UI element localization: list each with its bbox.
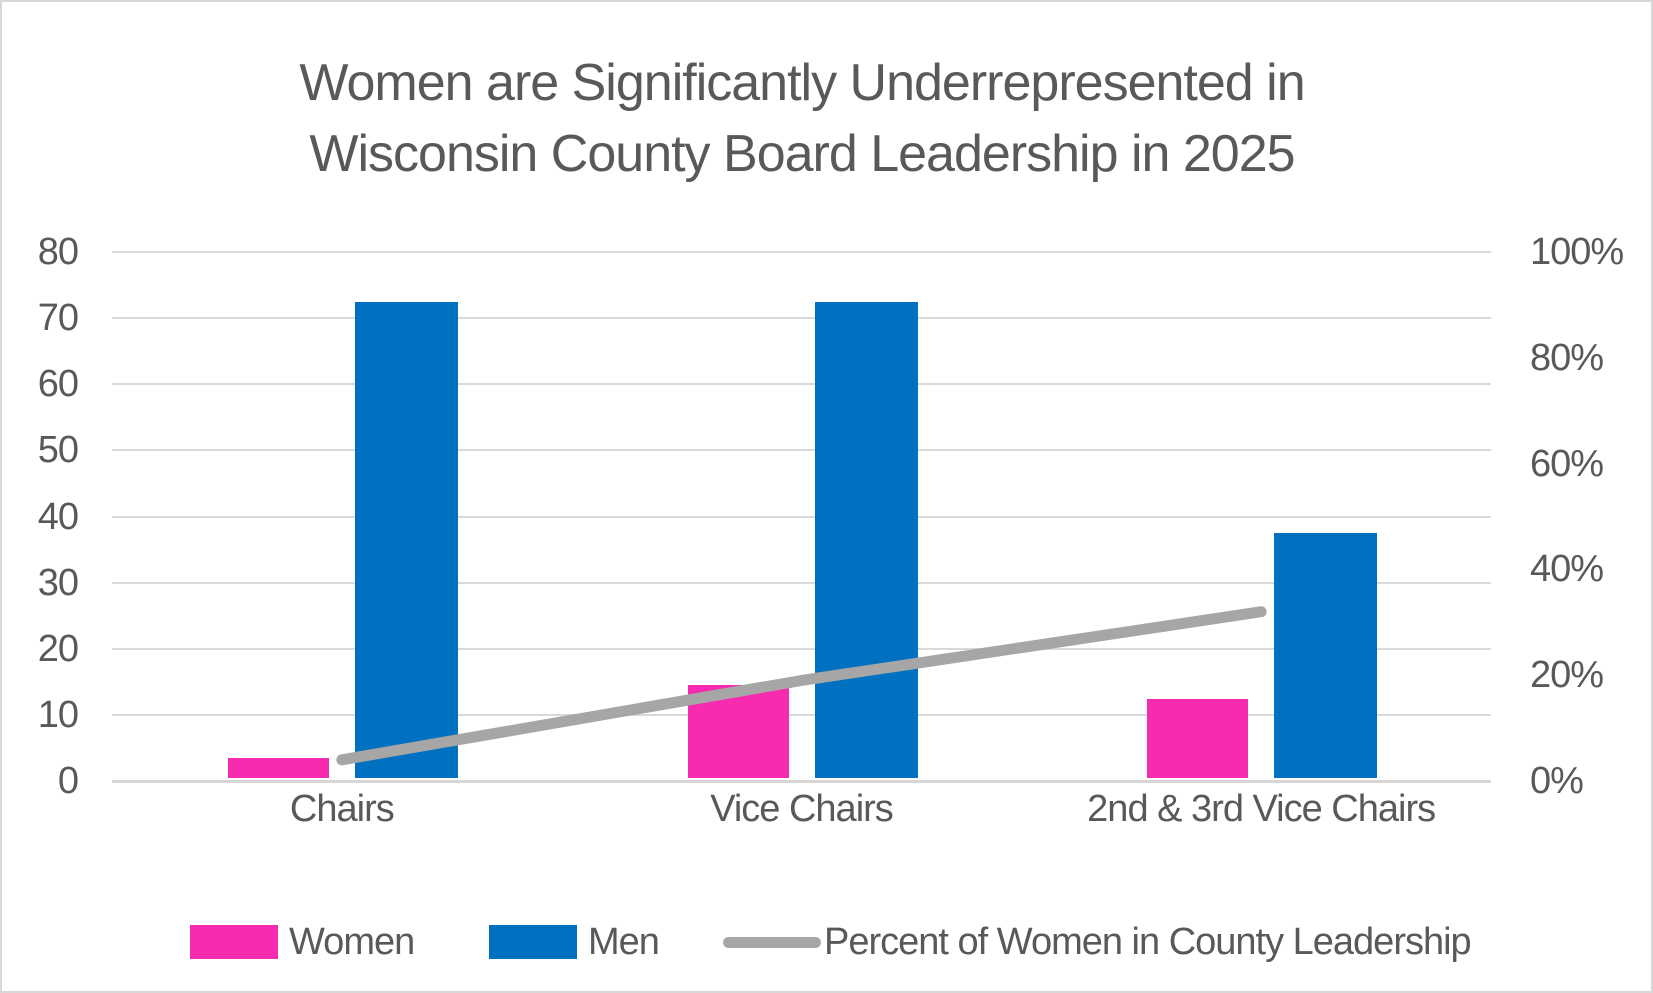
left-axis-tick: 40 [37, 495, 79, 538]
bar-women-chairs [227, 758, 329, 778]
gridline [112, 383, 1491, 386]
gridline [112, 515, 1491, 518]
left-axis-tick: 70 [37, 297, 79, 340]
category-label-2nd-3rd-vice-chairs: 2nd & 3rd Vice Chairs [1087, 788, 1436, 830]
right-axis-tick: 100% [1530, 231, 1624, 273]
left-axis-tick: 50 [37, 429, 79, 472]
bar-women-vice-chairs [687, 685, 789, 778]
left-axis-tick: 10 [37, 693, 79, 736]
left-axis-tick: 80 [37, 231, 79, 273]
legend-swatch-women [190, 925, 278, 959]
right-axis-tick: 60% [1530, 442, 1604, 485]
right-axis-tick: 80% [1530, 336, 1604, 379]
chart-title-line2: Wisconsin County Board Leadership in 202… [309, 125, 1295, 183]
legend-swatch-percent-of-women-in-county-leadership [723, 936, 821, 948]
gridline [112, 581, 1491, 584]
gridline [112, 251, 1491, 253]
left-axis-tick: 0 [57, 760, 79, 802]
legend-item-percent-of-women-in-county-leadership: Percent of Women in County Leadership [723, 920, 1472, 963]
right-axis-tick: 20% [1530, 654, 1604, 697]
legend-label-men: Men [588, 920, 660, 963]
left-axis-tick: 30 [37, 561, 79, 604]
left-axis-tick: 60 [37, 363, 79, 406]
bar-men-vice-chairs [814, 301, 918, 778]
category-label-chairs: Chairs [289, 788, 395, 830]
right-axis-tick: 40% [1530, 548, 1604, 591]
bar-men-chairs [354, 301, 458, 778]
left-axis-tick: 20 [37, 627, 79, 670]
percent-of-women-line [336, 606, 1267, 766]
bar-women-2nd-3rd-vice-chairs [1147, 698, 1249, 778]
legend-item-men: Men [489, 920, 660, 963]
x-axis-line [112, 780, 1491, 783]
chart-title-line1: Women are Significantly Underrepresented… [299, 54, 1305, 112]
right-axis-tick: 0% [1530, 760, 1584, 802]
gridline [112, 449, 1491, 452]
plot-area [112, 251, 1491, 783]
chart-title: Women are Significantly Underrepresented… [102, 48, 1502, 190]
legend-swatch-men [489, 925, 577, 959]
legend-label-percent-of-women-in-county-leadership: Percent of Women in County Leadership [824, 920, 1472, 963]
bar-men-2nd-3rd-vice-chairs [1274, 533, 1378, 778]
legend-item-women: Women [190, 920, 415, 963]
legend-label-women: Women [289, 920, 415, 963]
gridline [112, 317, 1491, 320]
category-label-vice-chairs: Vice Chairs [710, 788, 894, 830]
